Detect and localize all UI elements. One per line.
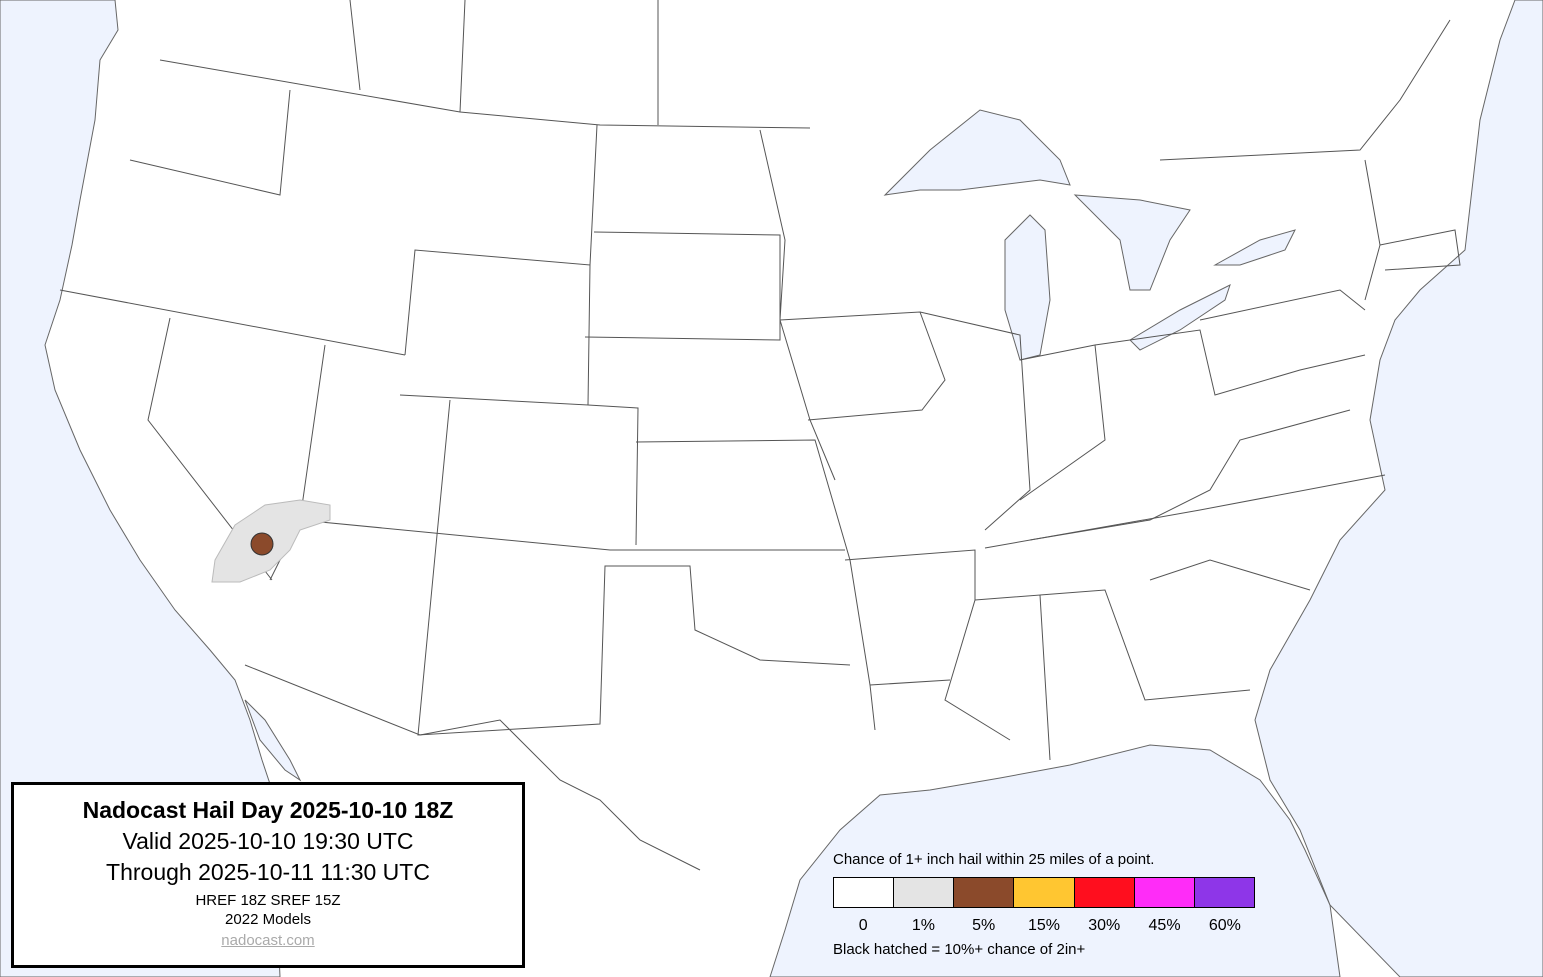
gulf-of-california xyxy=(244,699,302,782)
valid-time: Valid 2025-10-10 19:30 UTC xyxy=(122,828,414,854)
legend-color-bar xyxy=(833,877,1255,908)
legend-label: 5% xyxy=(972,917,996,934)
legend-swatch xyxy=(1074,878,1135,907)
gulf-of-mexico xyxy=(769,744,1341,977)
atlantic-ocean xyxy=(1254,0,1543,977)
legend-label: 60% xyxy=(1208,917,1241,934)
lake-huron xyxy=(1073,194,1191,291)
pacific-ocean xyxy=(0,0,281,977)
legend-swatch xyxy=(834,878,895,907)
legend-swatch xyxy=(1194,878,1254,907)
model-version: 2022 Models xyxy=(225,911,311,928)
legend-label: 1% xyxy=(911,917,935,934)
legend-label: 0 xyxy=(858,917,868,934)
great-lakes xyxy=(883,109,1296,361)
lake-ontario xyxy=(1213,229,1296,266)
legend-swatch xyxy=(954,878,1015,907)
title-box: Nadocast Hail Day 2025-10-10 18Z Valid 2… xyxy=(11,782,525,968)
legend-swatch xyxy=(894,878,955,907)
through-time: Through 2025-10-11 11:30 UTC xyxy=(106,859,430,885)
legend-label: 30% xyxy=(1088,917,1121,934)
hail-5pct-area xyxy=(250,532,274,556)
legend: Chance of 1+ inch hail within 25 miles o… xyxy=(833,851,1255,958)
lake-superior xyxy=(883,109,1071,196)
lake-erie xyxy=(1129,284,1231,351)
legend-labels: 0 1% 5% 15% 30% 45% 60% xyxy=(833,917,1255,935)
legend-label: 45% xyxy=(1148,917,1181,934)
legend-swatch xyxy=(1014,878,1075,907)
legend-label: 15% xyxy=(1027,917,1060,934)
model-runs: HREF 18Z SREF 15Z xyxy=(195,892,341,909)
lake-michigan xyxy=(1004,214,1051,361)
legend-note: Black hatched = 10%+ chance of 2in+ xyxy=(833,941,1086,958)
legend-swatch xyxy=(1134,878,1195,907)
forecast-title: Nadocast Hail Day 2025-10-10 18Z xyxy=(82,797,454,823)
site-link[interactable]: nadocast.com xyxy=(221,932,315,949)
legend-caption: Chance of 1+ inch hail within 25 miles o… xyxy=(833,851,1155,868)
hail-probability-areas xyxy=(211,499,331,583)
